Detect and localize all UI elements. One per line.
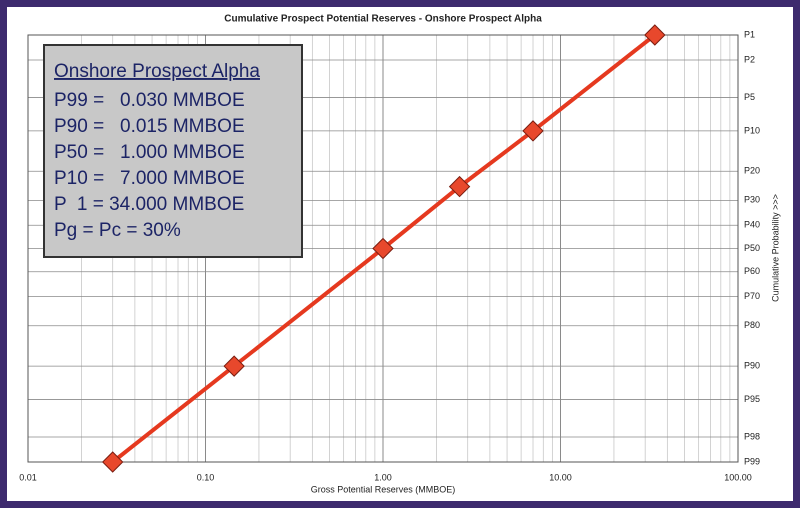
data-point <box>644 24 666 46</box>
annotation-line: P99 = 0.030 MMBOE <box>54 90 245 111</box>
y-tick-label: P40 <box>744 220 760 230</box>
plot-border <box>27 34 739 463</box>
y-tick-label: P90 <box>744 360 760 370</box>
data-point <box>101 451 124 473</box>
x-axis-label: Gross Potential Reserves (MMBOE) <box>311 484 456 494</box>
data-point <box>522 120 544 142</box>
x-tick-label: 0.01 <box>19 472 37 482</box>
x-tick-label: 0.10 <box>197 472 215 482</box>
annotation-line: P50 = 1.000 MMBOE <box>54 142 245 163</box>
annotation-box: Onshore Prospect Alpha P99 = 0.030 MMBOE… <box>43 44 303 258</box>
y-tick-label: P50 <box>744 243 760 253</box>
y-tick-label: P20 <box>744 166 760 176</box>
x-tick-label: 100.00 <box>724 472 752 482</box>
y-tick-label: P1 <box>744 29 755 39</box>
annotation-line: P90 = 0.015 MMBOE <box>54 116 245 137</box>
annotation-line: P 1 = 34.000 MMBOE <box>54 194 244 215</box>
plot <box>101 24 666 473</box>
y-tick-label: P60 <box>744 266 760 276</box>
data-point <box>372 237 394 260</box>
x-tick-label: 10.00 <box>549 472 572 482</box>
chart-title: Cumulative Prospect Potential Reserves -… <box>224 14 542 25</box>
y-tick-label: P70 <box>744 291 760 301</box>
y-tick-label: P30 <box>744 195 760 205</box>
x-tick-label: 1.00 <box>374 472 392 482</box>
y-axis-label: Cumulative Probability >>> <box>770 194 780 302</box>
series-line <box>111 33 657 464</box>
annotation-line: Pg = Pc = 30% <box>54 220 181 241</box>
y-tick-label: P2 <box>744 54 755 64</box>
annotation-line: P10 = 7.000 MMBOE <box>54 168 245 189</box>
y-tick-label: P95 <box>744 394 760 404</box>
data-point <box>223 355 245 377</box>
annotation-background <box>43 44 303 258</box>
y-tick-label: P98 <box>744 431 760 441</box>
y-tick-label: P80 <box>744 320 760 330</box>
y-tick-label: P10 <box>744 125 760 135</box>
annotation-title: Onshore Prospect Alpha <box>54 61 260 82</box>
y-tick-label: P99 <box>744 456 760 466</box>
data-point <box>448 175 471 198</box>
y-tick-label: P5 <box>744 92 755 102</box>
